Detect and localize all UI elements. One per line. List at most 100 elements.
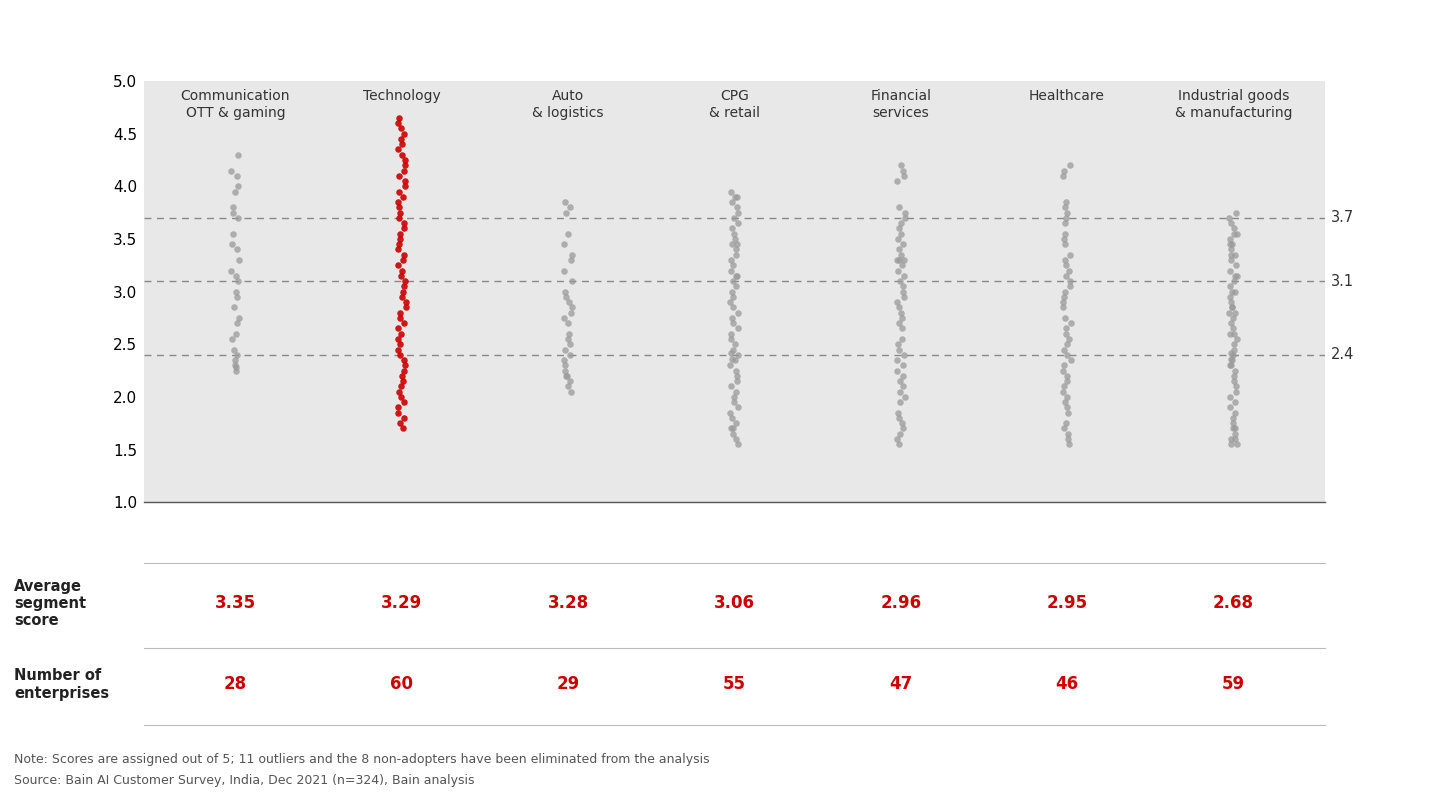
Point xyxy=(1053,359,1076,372)
Point xyxy=(1054,237,1077,250)
Point xyxy=(225,169,248,182)
Point xyxy=(726,201,749,214)
Point xyxy=(1221,237,1244,250)
Point xyxy=(1220,291,1243,304)
Text: Average
segment
score: Average segment score xyxy=(14,578,86,629)
Point xyxy=(386,401,409,414)
Point xyxy=(1057,407,1080,420)
Point xyxy=(386,407,409,420)
Point xyxy=(393,222,416,235)
Point xyxy=(1051,364,1074,377)
Point xyxy=(560,248,583,261)
Point xyxy=(1053,291,1076,304)
Point xyxy=(389,380,412,393)
Point xyxy=(222,227,245,240)
Point xyxy=(721,222,744,235)
Point xyxy=(387,243,410,256)
Point xyxy=(1053,232,1076,245)
Point xyxy=(1056,374,1079,388)
Point xyxy=(1053,312,1076,325)
Point xyxy=(387,169,410,182)
Point xyxy=(1223,396,1246,409)
Point xyxy=(1051,169,1074,182)
Point xyxy=(1054,254,1077,266)
Point xyxy=(220,237,243,250)
Point xyxy=(393,353,416,366)
Point xyxy=(719,296,742,309)
Point xyxy=(226,348,249,361)
Point xyxy=(887,317,910,330)
Point xyxy=(1053,422,1076,435)
Point xyxy=(726,237,749,250)
Point xyxy=(891,237,914,250)
Point xyxy=(1224,380,1247,393)
Point xyxy=(222,301,245,313)
Point xyxy=(1056,348,1079,361)
Point xyxy=(1223,343,1246,356)
Point xyxy=(727,401,750,414)
Point xyxy=(1218,306,1241,319)
Point xyxy=(1060,353,1083,366)
Point xyxy=(721,411,744,424)
Point xyxy=(1218,401,1241,414)
Point xyxy=(720,185,743,198)
Text: 60: 60 xyxy=(390,676,413,693)
Point xyxy=(1053,285,1076,298)
Point xyxy=(890,332,913,345)
Point xyxy=(887,254,910,266)
Point xyxy=(554,207,577,220)
Point xyxy=(888,396,912,409)
Point xyxy=(389,348,412,361)
Point xyxy=(393,364,416,377)
Point xyxy=(557,327,580,340)
Point xyxy=(389,312,412,325)
Text: Technology: Technology xyxy=(363,89,441,104)
Point xyxy=(228,312,251,325)
Point xyxy=(886,296,909,309)
Point xyxy=(392,396,415,409)
Point xyxy=(553,264,576,277)
Point xyxy=(891,322,914,335)
Point xyxy=(1220,243,1243,256)
Point xyxy=(1221,322,1244,335)
Point xyxy=(1057,428,1080,441)
Point xyxy=(893,169,916,182)
Point xyxy=(1056,401,1079,414)
Point xyxy=(1220,352,1243,365)
Point xyxy=(1220,248,1243,261)
Point xyxy=(1221,411,1244,424)
Point xyxy=(1220,317,1243,330)
Point xyxy=(1223,222,1246,235)
Text: ☰: ☰ xyxy=(16,22,29,37)
Point xyxy=(386,322,409,335)
Point xyxy=(1220,437,1243,450)
Point xyxy=(886,353,909,366)
Point xyxy=(726,190,749,203)
Text: 3.28: 3.28 xyxy=(547,595,589,612)
Point xyxy=(225,327,248,340)
Point xyxy=(1054,396,1077,409)
Point xyxy=(1057,437,1080,450)
Point xyxy=(1054,259,1077,272)
Point xyxy=(390,390,413,403)
Point xyxy=(392,127,415,140)
Point xyxy=(1221,422,1244,435)
Point xyxy=(726,437,749,450)
Point xyxy=(226,180,249,193)
Point xyxy=(228,254,251,266)
Point xyxy=(389,207,412,220)
Point xyxy=(1218,327,1241,340)
Point xyxy=(886,364,909,377)
Point xyxy=(392,285,415,298)
Point xyxy=(390,132,413,146)
Point xyxy=(556,332,579,345)
Point xyxy=(557,227,580,240)
Point xyxy=(386,259,409,272)
Point xyxy=(387,211,410,224)
Text: 2.4: 2.4 xyxy=(1331,347,1354,362)
Point xyxy=(554,196,577,209)
Point xyxy=(1224,364,1247,377)
Text: 29: 29 xyxy=(556,676,580,693)
Point xyxy=(1053,380,1076,393)
Point xyxy=(727,306,750,319)
